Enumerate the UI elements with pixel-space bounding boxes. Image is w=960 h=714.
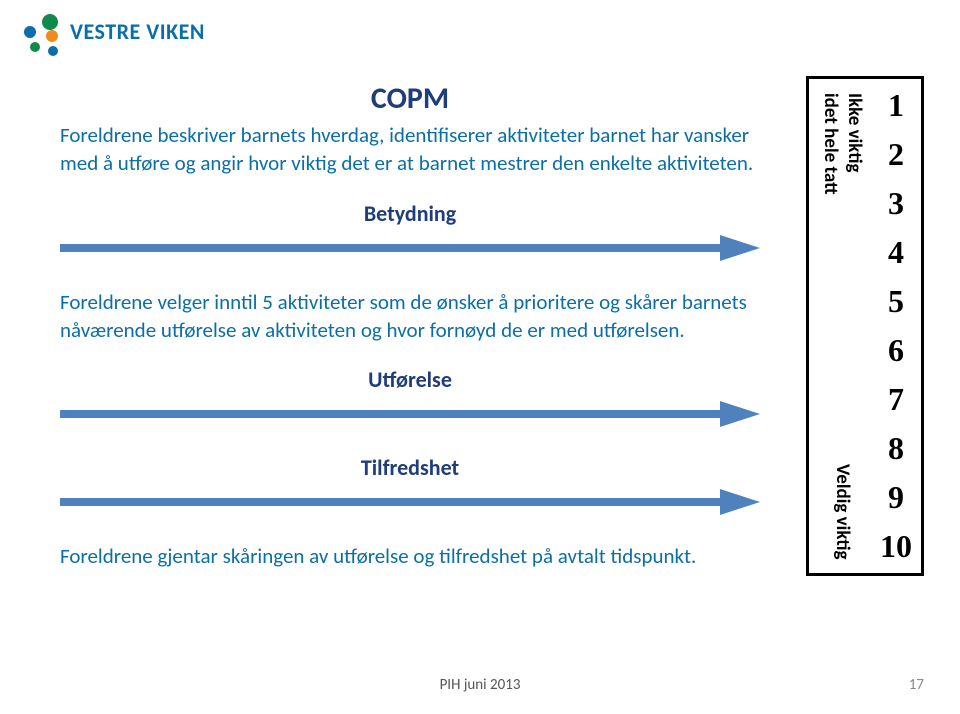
paragraph-2: Foreldrene velger inntil 5 aktiviteter s… [60, 288, 760, 345]
scale-number: 3 [888, 185, 904, 222]
scale-number: 5 [888, 283, 904, 320]
arrow-2 [60, 401, 760, 432]
scale-number: 2 [888, 136, 904, 173]
scale-label-top-1: idet hele tatt [819, 93, 842, 195]
slide-content: COPM Foreldrene beskriver barnets hverda… [60, 80, 760, 593]
scale-number: 7 [888, 381, 904, 418]
scale-number: 4 [888, 234, 904, 271]
scale-label-top-2: Ikke viktig [843, 93, 866, 172]
scale-number: 10 [880, 528, 912, 565]
scale-box: idet hele tatt Ikke viktig Veldig viktig… [806, 76, 924, 576]
subheading-utforelse: Utførelse [60, 366, 760, 393]
scale-number: 1 [888, 87, 904, 124]
scale-number: 8 [888, 430, 904, 467]
arrow-3 [60, 489, 760, 520]
page-number: 17 [909, 676, 924, 694]
brand-logo: VESTRE VIKEN [18, 10, 205, 52]
brand-name: VESTRE VIKEN [70, 18, 205, 45]
title: COPM [60, 80, 760, 117]
scale-numbers: 1 2 3 4 5 6 7 8 9 10 [877, 87, 915, 565]
scale-number: 6 [888, 332, 904, 369]
subheading-tilfredshet: Tilfredshet [60, 454, 760, 481]
scale-number: 9 [888, 479, 904, 516]
scale-label-bottom: Veldig viktig [831, 464, 854, 559]
paragraph-3: Foreldrene gjentar skåringen av utførels… [60, 542, 760, 570]
subheading-betydning: Betydning [60, 200, 760, 227]
arrow-1 [60, 235, 760, 266]
footer: PIH juni 2013 [0, 676, 960, 694]
paragraph-1: Foreldrene beskriver barnets hverdag, id… [60, 121, 760, 178]
brand-dots [18, 10, 60, 52]
